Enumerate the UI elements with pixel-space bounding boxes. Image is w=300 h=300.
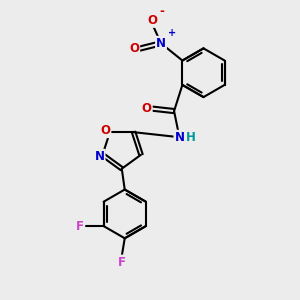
Text: H: H [186, 131, 196, 144]
Text: N: N [156, 37, 166, 50]
Text: -: - [159, 5, 164, 18]
Text: F: F [118, 256, 126, 268]
Text: +: + [167, 28, 176, 38]
Text: O: O [129, 42, 139, 55]
Text: N: N [174, 131, 184, 144]
Text: F: F [76, 220, 84, 232]
Text: O: O [100, 124, 110, 137]
Text: O: O [142, 102, 152, 115]
Text: O: O [148, 14, 158, 27]
Text: N: N [94, 150, 105, 163]
